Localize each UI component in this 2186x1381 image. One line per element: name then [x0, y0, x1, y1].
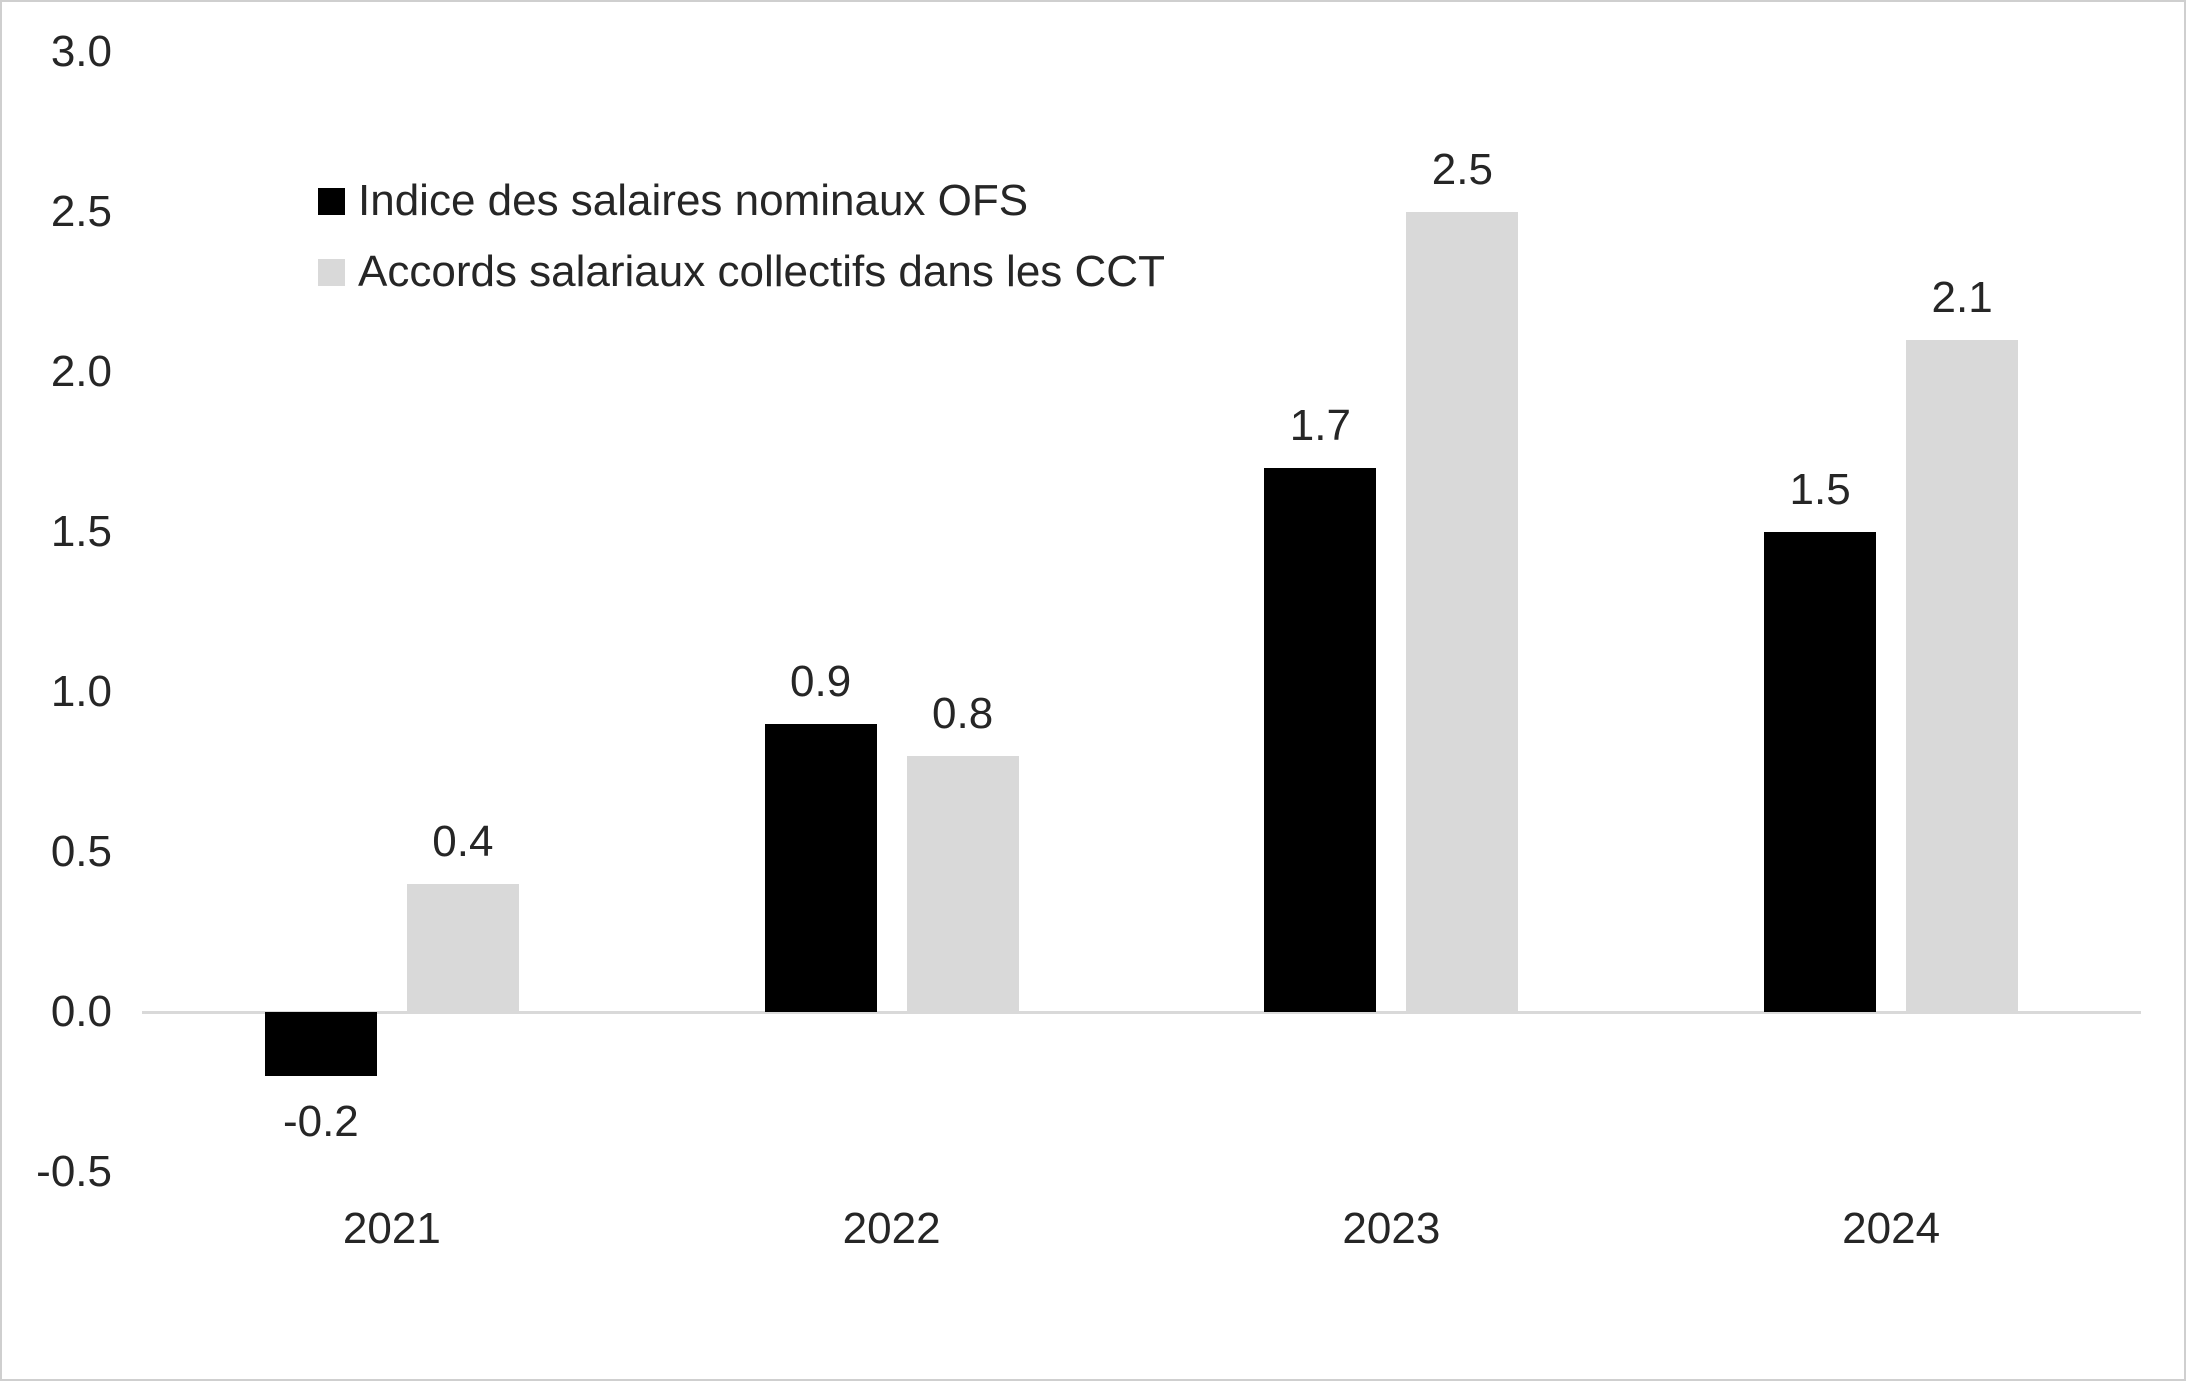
bar-value-label: 0.9 — [790, 657, 852, 706]
x-axis-label: 2022 — [842, 1204, 941, 1253]
legend-label-ofs: Indice des salaires nominaux OFS — [358, 176, 1029, 225]
bar-value-label: 2.5 — [1431, 145, 1493, 194]
bar-ofs-2022 — [764, 724, 877, 1012]
bar-cct-2021 — [406, 884, 519, 1012]
y-tick-label: 3.0 — [50, 27, 112, 76]
bar-value-label: 0.4 — [432, 817, 494, 866]
x-axis-label: 2023 — [1342, 1204, 1441, 1253]
bar-ofs-2023 — [1264, 468, 1377, 1012]
bar-ofs-2021 — [264, 1012, 377, 1076]
legend-swatch-ofs — [318, 187, 345, 215]
bar-value-label: 1.5 — [1789, 465, 1851, 514]
y-tick-label: 1.0 — [50, 667, 112, 716]
legend-item-ofs: Indice des salaires nominaux OFS — [318, 178, 1165, 224]
x-axis-label: 2024 — [1842, 1204, 1941, 1253]
bar-value-label: 1.7 — [1289, 401, 1351, 450]
x-axis-line — [142, 1011, 2141, 1014]
y-tick-label: 1.5 — [50, 507, 112, 556]
bar-cct-2022 — [906, 756, 1019, 1012]
legend-swatch-cct — [318, 258, 345, 286]
y-tick-label: -0.5 — [36, 1147, 112, 1196]
y-tick-label: 2.0 — [50, 347, 112, 396]
legend-item-cct: Accords salariaux collectifs dans les CC… — [318, 249, 1165, 295]
bar-value-label: -0.2 — [282, 1097, 359, 1146]
legend: Indice des salaires nominaux OFS Accords… — [318, 178, 1165, 320]
bar-cct-2024 — [1906, 340, 2019, 1012]
bar-value-label: 0.8 — [932, 689, 994, 738]
y-tick-label: 0.5 — [50, 827, 112, 876]
bar-cct-2023 — [1406, 212, 1519, 1012]
bar-value-label: 2.1 — [1931, 273, 1993, 322]
x-axis-label: 2021 — [342, 1204, 441, 1253]
y-tick-label: 2.5 — [50, 187, 112, 236]
bar-ofs-2024 — [1764, 532, 1877, 1012]
y-tick-label: 0.0 — [50, 987, 112, 1036]
legend-label-cct: Accords salariaux collectifs dans les CC… — [358, 247, 1165, 296]
